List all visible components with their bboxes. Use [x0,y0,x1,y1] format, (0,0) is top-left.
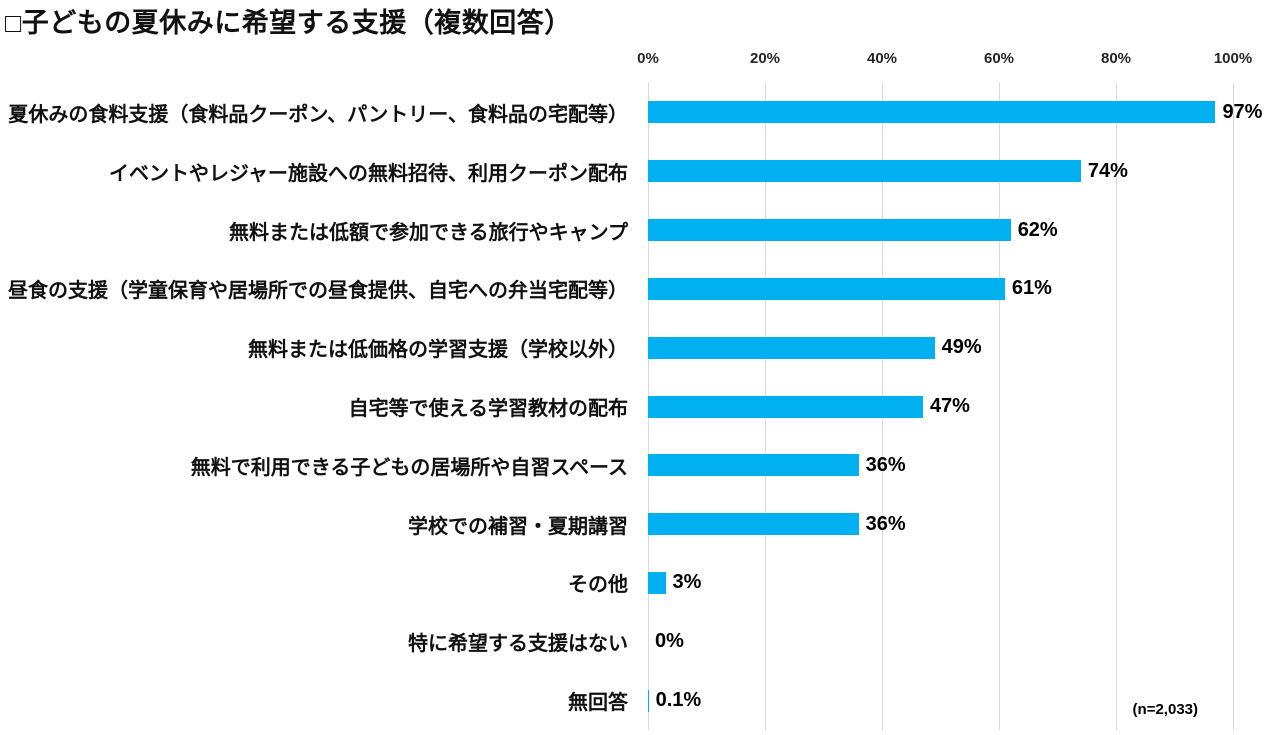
value-label: 3% [672,571,702,594]
gridline [1233,83,1234,730]
category-label: 学校での補習・夏期講習 [408,515,628,538]
x-axis-tick-label: 40% [866,50,898,67]
sample-size-note: (n=2,033) [1132,701,1198,718]
value-label: 36% [865,453,906,476]
bar [648,277,1005,300]
bar [648,513,859,536]
x-axis: 0% 20% 40% 60% 80% 100% [637,50,1252,72]
value-label: 36% [865,512,906,535]
bar [648,454,859,477]
bar [648,336,935,359]
category-label: 無料で利用できる子どもの居場所や自習スペース [190,456,628,479]
value-label: 97% [1222,100,1263,123]
gridline [999,83,1000,730]
category-label: 夏休みの食料支援（食料品クーポン、パントリー、食料品の宅配等） [8,103,628,126]
value-label: 0.1% [655,689,702,712]
value-label: 62% [1017,218,1058,241]
category-labels: 夏休みの食料支援（食料品クーポン、パントリー、食料品の宅配等） イベントやレジャー… [0,0,628,735]
category-label: 無料または低価格の学習支援（学校以外） [248,339,628,362]
category-label: その他 [568,574,628,597]
x-axis-tick-label: 100% [1213,50,1253,67]
category-label: イベントやレジャー施設への無料招待、利用クーポン配布 [109,162,628,185]
category-label: 無料または低額で参加できる旅行やキャンプ [229,221,628,244]
category-label: 昼食の支援（学童保育や居場所での昼食提供、自宅への弁当宅配等） [8,280,628,303]
bar [648,395,923,418]
x-axis-tick-label: 80% [1100,50,1132,67]
bar [648,160,1081,183]
bar [648,101,1216,124]
value-label: 49% [941,336,982,359]
x-axis-tick-label: 0% [637,50,659,67]
value-label: 61% [1011,277,1052,300]
category-label: 自宅等で使える学習教材の配布 [348,397,628,420]
category-label: 無回答 [568,692,628,715]
x-axis-tick-label: 60% [983,50,1015,67]
x-axis-tick-label: 20% [749,50,781,67]
value-label: 47% [929,394,970,417]
bar [648,571,666,594]
gridline [1116,83,1117,730]
value-label: 74% [1087,159,1128,182]
plot-area: 97% 74% 62% 61% 49% 47% 36% 36% 3% 0% 0.1% [648,83,1262,730]
bar [648,689,649,712]
bar [648,219,1011,242]
chart-title: □子どもの夏休みに希望する支援（複数回答） [5,8,572,38]
value-label: 0% [655,630,684,653]
category-label: 特に希望する支援はない [408,633,628,656]
